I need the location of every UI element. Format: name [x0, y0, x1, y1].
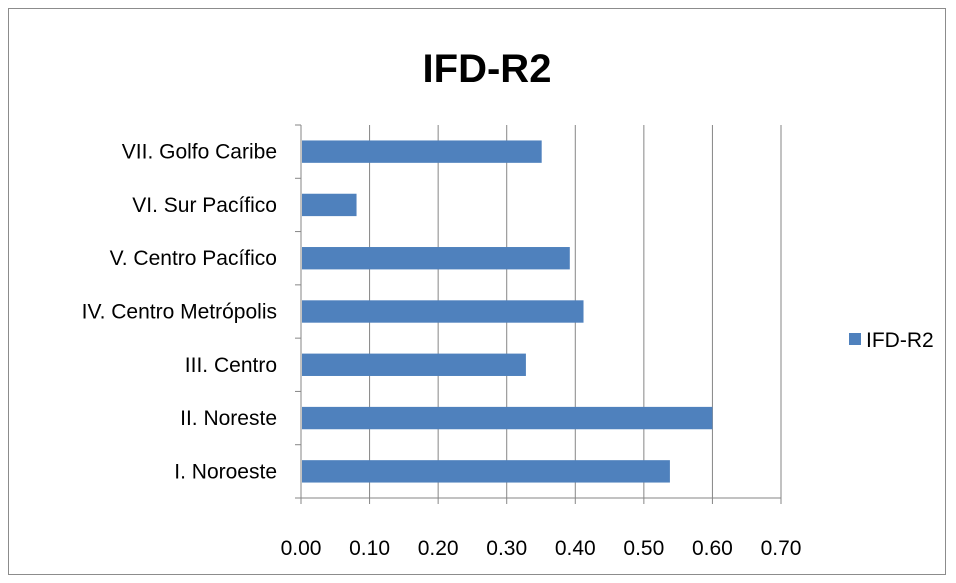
bar	[302, 193, 357, 217]
axes	[295, 124, 782, 504]
category-label: III. Centro	[185, 354, 277, 377]
category-label: VI. Sur Pacífico	[132, 194, 277, 217]
category-label: I. Noroeste	[174, 460, 277, 483]
category-labels: I. Noroeste II. Noreste III. Centro IV. Cen…	[82, 141, 277, 484]
x-tick-label: 0.40	[555, 537, 596, 560]
x-tick-labels: 0.00 0.10 0.20 0.30 0.40 0.50 0.60 0.70	[281, 537, 802, 560]
x-tick-label: 0.20	[418, 537, 459, 560]
x-tick-label: 0.60	[692, 537, 733, 560]
bars	[302, 140, 713, 483]
category-label: VII. Golfo Caribe	[122, 141, 277, 164]
category-label: V. Centro Pacífico	[110, 247, 277, 270]
x-tick-label: 0.00	[281, 537, 322, 560]
bar	[302, 406, 713, 430]
x-tick-label: 0.10	[349, 537, 390, 560]
bar	[302, 300, 584, 323]
bar	[302, 247, 570, 270]
x-tick-label: 0.30	[486, 537, 527, 560]
legend: IFD-R2	[849, 329, 934, 352]
chart-title: IFD-R2	[423, 47, 552, 91]
gridlines	[369, 125, 782, 498]
legend-label: IFD-R2	[866, 329, 934, 352]
category-label: IV. Centro Metrópolis	[82, 301, 277, 324]
bar	[302, 140, 542, 163]
bar	[302, 353, 526, 376]
category-label: II. Noreste	[180, 407, 277, 430]
legend-swatch	[849, 333, 861, 345]
x-tick-label: 0.70	[761, 537, 802, 560]
bar	[302, 460, 670, 483]
x-tick-label: 0.50	[623, 537, 664, 560]
